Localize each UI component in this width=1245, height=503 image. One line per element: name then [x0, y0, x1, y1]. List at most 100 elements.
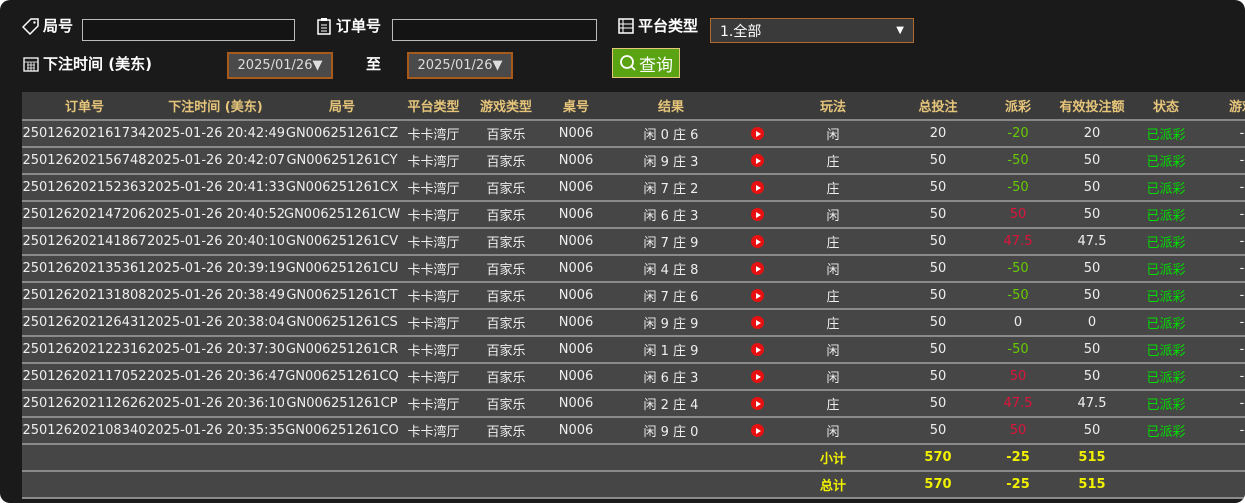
order-cell: 250126202156748 — [22, 147, 147, 175]
date-from-picker[interactable]: 2025/01/26 ▼ — [227, 52, 333, 79]
table-cell: N006 — [545, 417, 607, 445]
table-cell: N006 — [545, 255, 607, 283]
play-video-icon[interactable] — [751, 343, 764, 356]
total-cell — [467, 444, 545, 472]
table-row: 250126202131808 2025-01-26 20:38:49 GN0062… — [22, 282, 1245, 310]
bet-cell: 闲 — [780, 120, 886, 148]
dropdown-arrow-icon: ▼ — [896, 25, 904, 36]
replay-cell — [735, 255, 780, 283]
total-cell: 515 — [1046, 471, 1138, 499]
total-cell — [400, 471, 467, 499]
column-header: 总投注 — [886, 92, 990, 121]
result-cell: 闲 7 庄 9 — [607, 228, 735, 256]
replay-cell — [735, 282, 780, 310]
table-cell: N006 — [545, 336, 607, 364]
time-cell: 2025-01-26 20:42:07 — [147, 147, 284, 175]
table-cell: N006 — [545, 228, 607, 256]
table-row: 250126202161734 2025-01-26 20:42:49 GN0062… — [22, 120, 1245, 148]
bet-cell: 庄 — [780, 390, 886, 418]
platform-cell: 卡卡湾厅 — [400, 309, 467, 337]
game-cell: 百家乐 — [467, 363, 545, 391]
total-cell — [735, 444, 780, 472]
platform-cell: 卡卡湾厅 — [400, 417, 467, 445]
records-table: 订单号 下注时间 (美东) 局号 平台类型 游戏类型 桌号 结果 玩法 总投注 派彩 有效投注额 状态… — [22, 92, 1245, 499]
payout-cell: 47.5 — [990, 390, 1046, 418]
round-cell: GN006251261CV — [284, 228, 400, 256]
table-header: 订单号 下注时间 (美东) 局号 平台类型 游戏类型 桌号 结果 玩法 总投注 派彩 有效投注额 状态… — [22, 92, 1245, 121]
extra-cell: - — [1194, 417, 1245, 445]
replay-cell — [735, 309, 780, 337]
total-cell — [284, 444, 400, 472]
total-cell — [22, 444, 147, 472]
replay-cell — [735, 417, 780, 445]
dropdown-arrow-icon: ▼ — [312, 58, 323, 73]
total-cell: -25 — [990, 471, 1046, 499]
total-cell — [545, 444, 607, 472]
play-video-icon[interactable] — [751, 316, 764, 329]
result-cell: 闲 0 庄 6 — [607, 120, 735, 148]
extra-cell: - — [1194, 282, 1245, 310]
tag-icon — [22, 17, 39, 35]
play-video-icon[interactable] — [751, 289, 764, 302]
play-video-icon[interactable] — [751, 397, 764, 410]
payout-cell: -20 — [990, 120, 1046, 148]
replay-cell — [735, 201, 780, 229]
platform-cell: 卡卡湾厅 — [400, 336, 467, 364]
bet-cell: 闲 — [780, 363, 886, 391]
platform-select[interactable]: 1.全部 ▼ — [710, 18, 914, 43]
platform-cell: 卡卡湾厅 — [400, 228, 467, 256]
play-video-icon[interactable] — [751, 208, 764, 221]
order-input[interactable] — [392, 19, 597, 41]
time-cell: 2025-01-26 20:36:10 — [147, 390, 284, 418]
total-cell: -25 — [990, 444, 1046, 472]
replay-cell — [735, 390, 780, 418]
game-cell: 百家乐 — [467, 336, 545, 364]
platform-cell: 卡卡湾厅 — [400, 147, 467, 175]
valid-cell: 50 — [1046, 147, 1138, 175]
total-cell — [147, 444, 284, 472]
total-cell: 50 — [886, 363, 990, 391]
search-button[interactable]: 查询 — [612, 48, 680, 78]
result-cell: 闲 9 庄 9 — [607, 309, 735, 337]
total-cell: 50 — [886, 147, 990, 175]
round-cell: GN006251261CQ — [284, 363, 400, 391]
result-cell: 闲 4 庄 8 — [607, 255, 735, 283]
game-cell: 百家乐 — [467, 201, 545, 229]
play-video-icon[interactable] — [751, 262, 764, 275]
table-row: 250126202152363 2025-01-26 20:41:33 GN0062… — [22, 174, 1245, 202]
play-video-icon[interactable] — [751, 370, 764, 383]
game-cell: 百家乐 — [467, 255, 545, 283]
extra-cell: - — [1194, 363, 1245, 391]
payout-cell: -50 — [990, 255, 1046, 283]
play-video-icon[interactable] — [751, 424, 764, 437]
time-cell: 2025-01-26 20:38:04 — [147, 309, 284, 337]
platform-cell: 卡卡湾厅 — [400, 282, 467, 310]
dropdown-arrow-icon: ▼ — [492, 58, 503, 73]
total-cell — [545, 471, 607, 499]
round-cell: GN006251261CO — [284, 417, 400, 445]
time-cell: 2025-01-26 20:40:10 — [147, 228, 284, 256]
total-cell: 50 — [886, 201, 990, 229]
play-video-icon[interactable] — [751, 181, 764, 194]
total-cell — [1138, 444, 1194, 472]
play-video-icon[interactable] — [751, 235, 764, 248]
time-cell: 2025-01-26 20:35:35 — [147, 417, 284, 445]
play-video-icon[interactable] — [751, 127, 764, 140]
round-input[interactable] — [82, 19, 295, 41]
table-row: 250126202135361 2025-01-26 20:39:19 GN0062… — [22, 255, 1245, 283]
valid-cell: 50 — [1046, 282, 1138, 310]
result-cell: 闲 7 庄 2 — [607, 174, 735, 202]
column-header: 游戏类型 — [467, 92, 545, 121]
play-video-icon[interactable] — [751, 154, 764, 167]
table-cell: N006 — [545, 120, 607, 148]
column-header: 订单号 — [22, 92, 147, 121]
total-cell — [400, 444, 467, 472]
table-cell: N006 — [545, 201, 607, 229]
result-cell: 闲 6 庄 3 — [607, 201, 735, 229]
total-cell — [467, 471, 545, 499]
column-header: 玩法 — [780, 92, 886, 121]
platform-cell: 卡卡湾厅 — [400, 363, 467, 391]
date-to-picker[interactable]: 2025/01/26 ▼ — [407, 52, 513, 79]
column-header — [735, 92, 780, 121]
total-cell: 小计 — [780, 444, 886, 472]
